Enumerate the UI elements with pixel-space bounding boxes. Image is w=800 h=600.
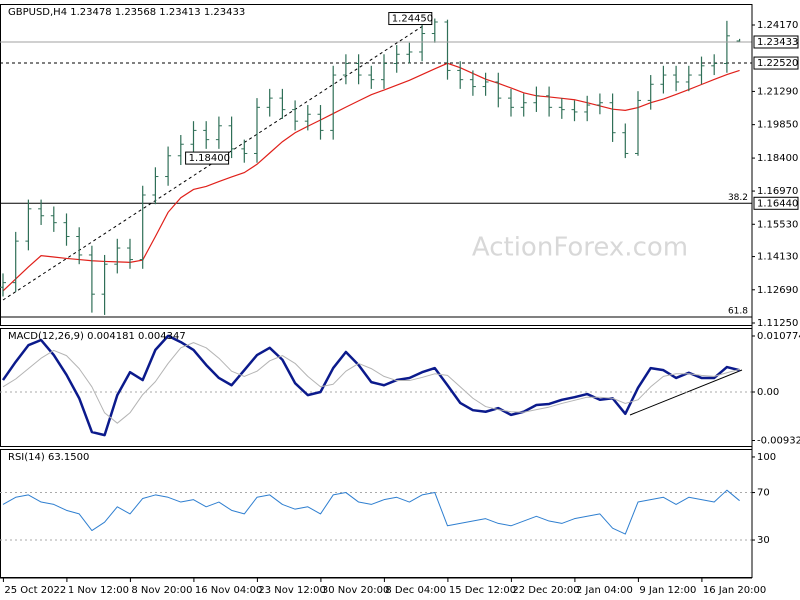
indicator-line	[2, 342, 740, 424]
y-tick-label: 1.16970	[757, 186, 798, 197]
indicator-line	[2, 489, 740, 535]
pane-title: RSI(14) 63.1500	[8, 452, 89, 463]
x-tick-label: 23 Nov 12:00	[258, 585, 325, 596]
y-tick-label: 0.00	[757, 387, 779, 398]
x-tick-label: 30 Nov 20:00	[322, 585, 389, 596]
indicator-line	[1, 334, 740, 437]
annotation-label: 1.18400	[189, 153, 230, 164]
y-tick-label: 100	[757, 452, 776, 463]
level-tag	[753, 56, 799, 70]
level-tag	[753, 196, 799, 210]
annotation-box	[185, 151, 230, 165]
x-tick-label: 8 Dec 04:00	[385, 585, 446, 596]
x-tick-label: 15 Dec 12:00	[449, 585, 516, 596]
x-tick-label: 22 Dec 20:00	[512, 585, 579, 596]
pane-title: MACD(12,26,9) 0.004181 0.004347	[8, 331, 186, 342]
fib-label: 38.2	[728, 193, 748, 203]
x-tick-label: 2 Jan 04:00	[576, 585, 633, 596]
moving-average	[2, 62, 740, 292]
y-tick-label: 1.19850	[757, 120, 798, 131]
x-tick-label: 16 Jan 20:00	[703, 585, 766, 596]
y-tick-label: 70	[757, 488, 770, 499]
y-tick-label: 1.14130	[757, 252, 798, 263]
y-tick-label: 1.12690	[757, 285, 798, 296]
x-tick-label: 16 Nov 04:00	[195, 585, 262, 596]
y-tick-label: 1.24170	[757, 20, 798, 31]
pane-title: GBPUSD,H4 1.23478 1.23568 1.23413 1.2343…	[8, 7, 245, 18]
x-tick-label: 9 Jan 12:00	[639, 585, 696, 596]
trend-line	[2, 19, 433, 301]
x-tick-label: 25 Oct 2022	[4, 585, 66, 596]
macd-trend-line	[629, 369, 743, 416]
price-tag-label: 1.23433	[757, 37, 798, 48]
level-tag-label: 1.16440	[757, 198, 798, 209]
y-tick-label: 1.11250	[757, 318, 798, 329]
y-tick-label: 0.010774	[757, 331, 800, 342]
y-tick-label: 1.18400	[757, 153, 798, 164]
x-tick-label: 8 Nov 20:00	[131, 585, 192, 596]
annotation-box	[388, 12, 433, 26]
price-tag	[753, 35, 799, 49]
level-tag-label: 1.22520	[757, 58, 798, 69]
y-tick-label: -0.009328	[757, 435, 800, 446]
y-tick-label: 1.21290	[757, 86, 798, 97]
fib-label: 61.8	[728, 307, 748, 317]
y-tick-label: 1.15530	[757, 219, 798, 230]
y-tick-label: 30	[757, 535, 770, 546]
watermark: ActionForex.com	[472, 233, 688, 263]
x-tick-label: 1 Nov 12:00	[68, 585, 129, 596]
annotation-label: 1.24450	[392, 14, 433, 25]
